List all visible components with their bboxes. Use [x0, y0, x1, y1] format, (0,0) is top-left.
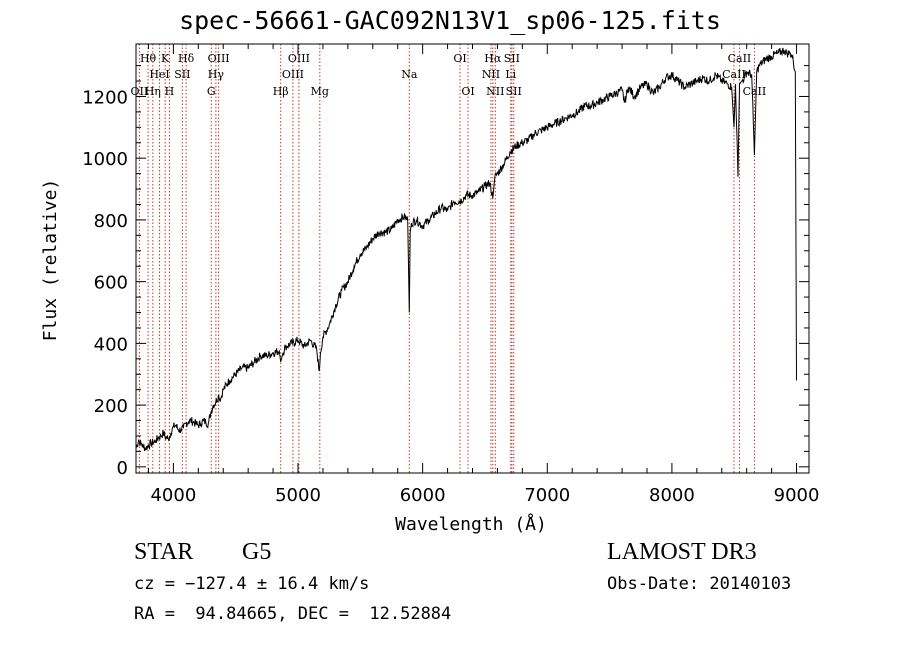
line-marker-label-11: Hβ [273, 85, 289, 98]
redshift-velocity: cz = −127.4 ± 16.4 km/s [134, 574, 370, 594]
line-marker-label-8: G [207, 85, 216, 98]
line-marker-label-23: SII [506, 85, 522, 98]
x-tick-label-4000: 4000 [150, 485, 196, 506]
line-marker-label-22: SII [504, 52, 520, 65]
line-marker-label-5: H [165, 85, 175, 98]
axis-ticks [136, 44, 809, 473]
observation-date: Obs-Date: 20140103 [607, 574, 792, 594]
line-marker-label-10: OIII [208, 52, 230, 65]
line-marker-label-9: Hγ [208, 68, 225, 81]
x-tick-label-9000: 9000 [774, 485, 820, 506]
plot-frame [135, 43, 810, 474]
spectrum-line [135, 47, 797, 452]
x-tick-label-8000: 8000 [649, 485, 695, 506]
line-marker-label-19: Hα [484, 52, 502, 65]
axis-tick-labels: 4000 5000 6000 7000 8000 9000 0 200 400 600 800 100… [82, 87, 819, 506]
line-marker-label-25: CaII [728, 52, 752, 65]
y-tick-label-1200: 1200 [82, 87, 128, 108]
line-marker-label-2: Hη [145, 85, 161, 98]
line-marker-label-24: CaII [722, 68, 746, 81]
line-marker-label-15: Na [401, 68, 418, 81]
line-marker-label-12: OIII [282, 68, 304, 81]
line-marker-labels: OII Hθ Hη HeI K H SII Hδ G Hγ OIII Hβ OIII OIII Mg Na OI… [131, 52, 767, 98]
y-tick-label-0: 0 [117, 458, 128, 479]
line-marker-label-3: HeI [149, 68, 169, 81]
coordinates: RA = 94.84665, DEC = 12.52884 [134, 604, 452, 624]
line-marker-label-1: Hθ [140, 52, 157, 65]
y-tick-label-800: 800 [94, 211, 128, 232]
line-marker-label-14: Mg [311, 85, 329, 98]
x-tick-label-5000: 5000 [275, 485, 321, 506]
spectrum-series [135, 47, 797, 452]
chart-title: spec-56661-GAC092N13V1_sp06-125.fits [179, 6, 721, 35]
line-marker-label-0: OII [131, 85, 149, 98]
x-tick-label-6000: 6000 [400, 485, 446, 506]
line-marker-label-16: OI [453, 52, 466, 65]
line-marker-label-18: NII [482, 68, 500, 81]
y-tick-label-200: 200 [94, 396, 128, 417]
y-tick-label-1000: 1000 [82, 149, 128, 170]
line-marker-label-17: OI [461, 85, 474, 98]
line-marker-label-13: OIII [288, 52, 310, 65]
line-markers [138, 44, 755, 473]
line-marker-label-26: CaII [743, 85, 767, 98]
y-axis-label: Flux (relative) [40, 179, 61, 342]
x-tick-label-7000: 7000 [524, 485, 570, 506]
line-marker-label-6: SII [174, 68, 190, 81]
y-tick-label-600: 600 [94, 273, 128, 294]
line-marker-label-4: K [161, 52, 170, 65]
line-marker-label-7: Hδ [178, 52, 195, 65]
object-subclass: G5 [242, 539, 272, 565]
object-class: STAR [134, 539, 194, 565]
survey-name: LAMOST DR3 [607, 539, 757, 565]
x-axis-label: Wavelength (Å) [395, 513, 547, 535]
line-marker-label-21: Li [505, 68, 516, 81]
y-tick-label-400: 400 [94, 334, 128, 355]
line-marker-label-20: NII [486, 85, 504, 98]
